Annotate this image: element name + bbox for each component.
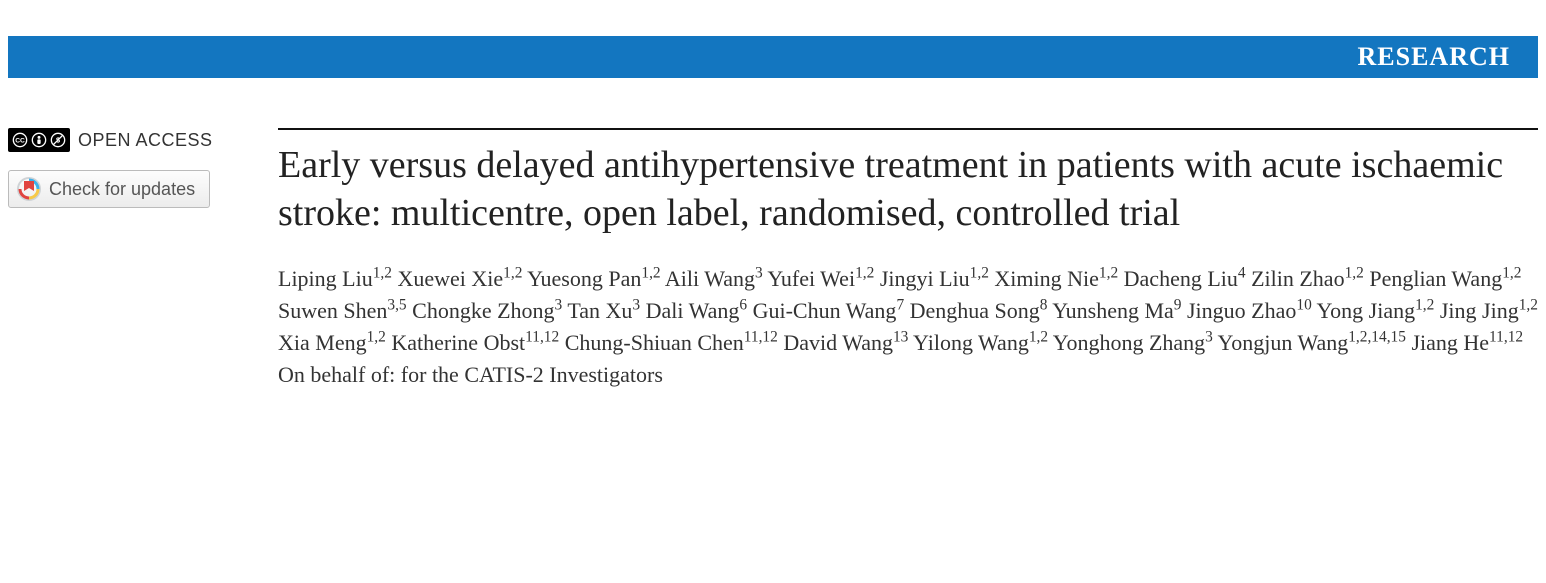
open-access-row: CC $ OPEN ACCESS [8,128,254,152]
svg-text:CC: CC [15,138,25,145]
cc-icon: CC [12,132,28,148]
crossmark-icon [17,177,41,201]
author-affiliation: 1,2 [970,265,989,282]
author-affiliation: 4 [1238,265,1246,282]
article-title: Early versus delayed antihypertensive tr… [278,142,1538,237]
author-affiliation: 1,2 [641,265,660,282]
author-affiliation: 3 [555,297,563,314]
author-affiliation: 3 [1205,328,1213,345]
author-affiliation: 1,2 [1099,265,1118,282]
sidebar: CC $ OPEN ACCESS Check for updates [8,128,278,391]
author-affiliation: 1,2 [1345,265,1364,282]
open-access-label: OPEN ACCESS [78,130,213,151]
author-affiliation: 1,2,14,15 [1348,328,1406,345]
author-affiliation: 9 [1174,297,1182,314]
section-banner: RESEARCH [8,36,1538,78]
author-affiliation: 1,2 [1415,297,1434,314]
author-affiliation: 1,2 [373,265,392,282]
author-affiliation: 8 [1040,297,1048,314]
author-affiliation: 1,2 [503,265,522,282]
author-affiliation: 10 [1296,297,1311,314]
author-affiliation: 11,12 [744,328,778,345]
content-row: CC $ OPEN ACCESS Check for updates Early… [0,78,1546,391]
check-for-updates-button[interactable]: Check for updates [8,170,210,208]
author-affiliation: 7 [896,297,904,314]
author-affiliation: 1,2 [1029,328,1048,345]
author-affiliation: 1,2 [367,328,386,345]
author-affiliation: 3 [632,297,640,314]
article-header: Early versus delayed antihypertensive tr… [278,128,1538,391]
banner-label: RESEARCH [1358,42,1510,72]
by-icon [31,132,47,148]
author-affiliation: 1,2 [1519,297,1538,314]
author-affiliation: 3,5 [387,297,406,314]
author-affiliation: 1,2 [855,265,874,282]
author-affiliation: 11,12 [525,328,559,345]
author-affiliation: 3 [755,265,763,282]
cc-license-badge: CC $ [8,128,70,152]
author-affiliation: 1,2 [1502,265,1521,282]
author-affiliation: 11,12 [1489,328,1523,345]
author-affiliation: 6 [739,297,747,314]
nc-icon: $ [50,132,66,148]
article-authors: Liping Liu1,2 Xuewei Xie1,2 Yuesong Pan1… [278,263,1538,391]
check-for-updates-label: Check for updates [49,179,195,200]
author-affiliation: 13 [893,328,908,345]
